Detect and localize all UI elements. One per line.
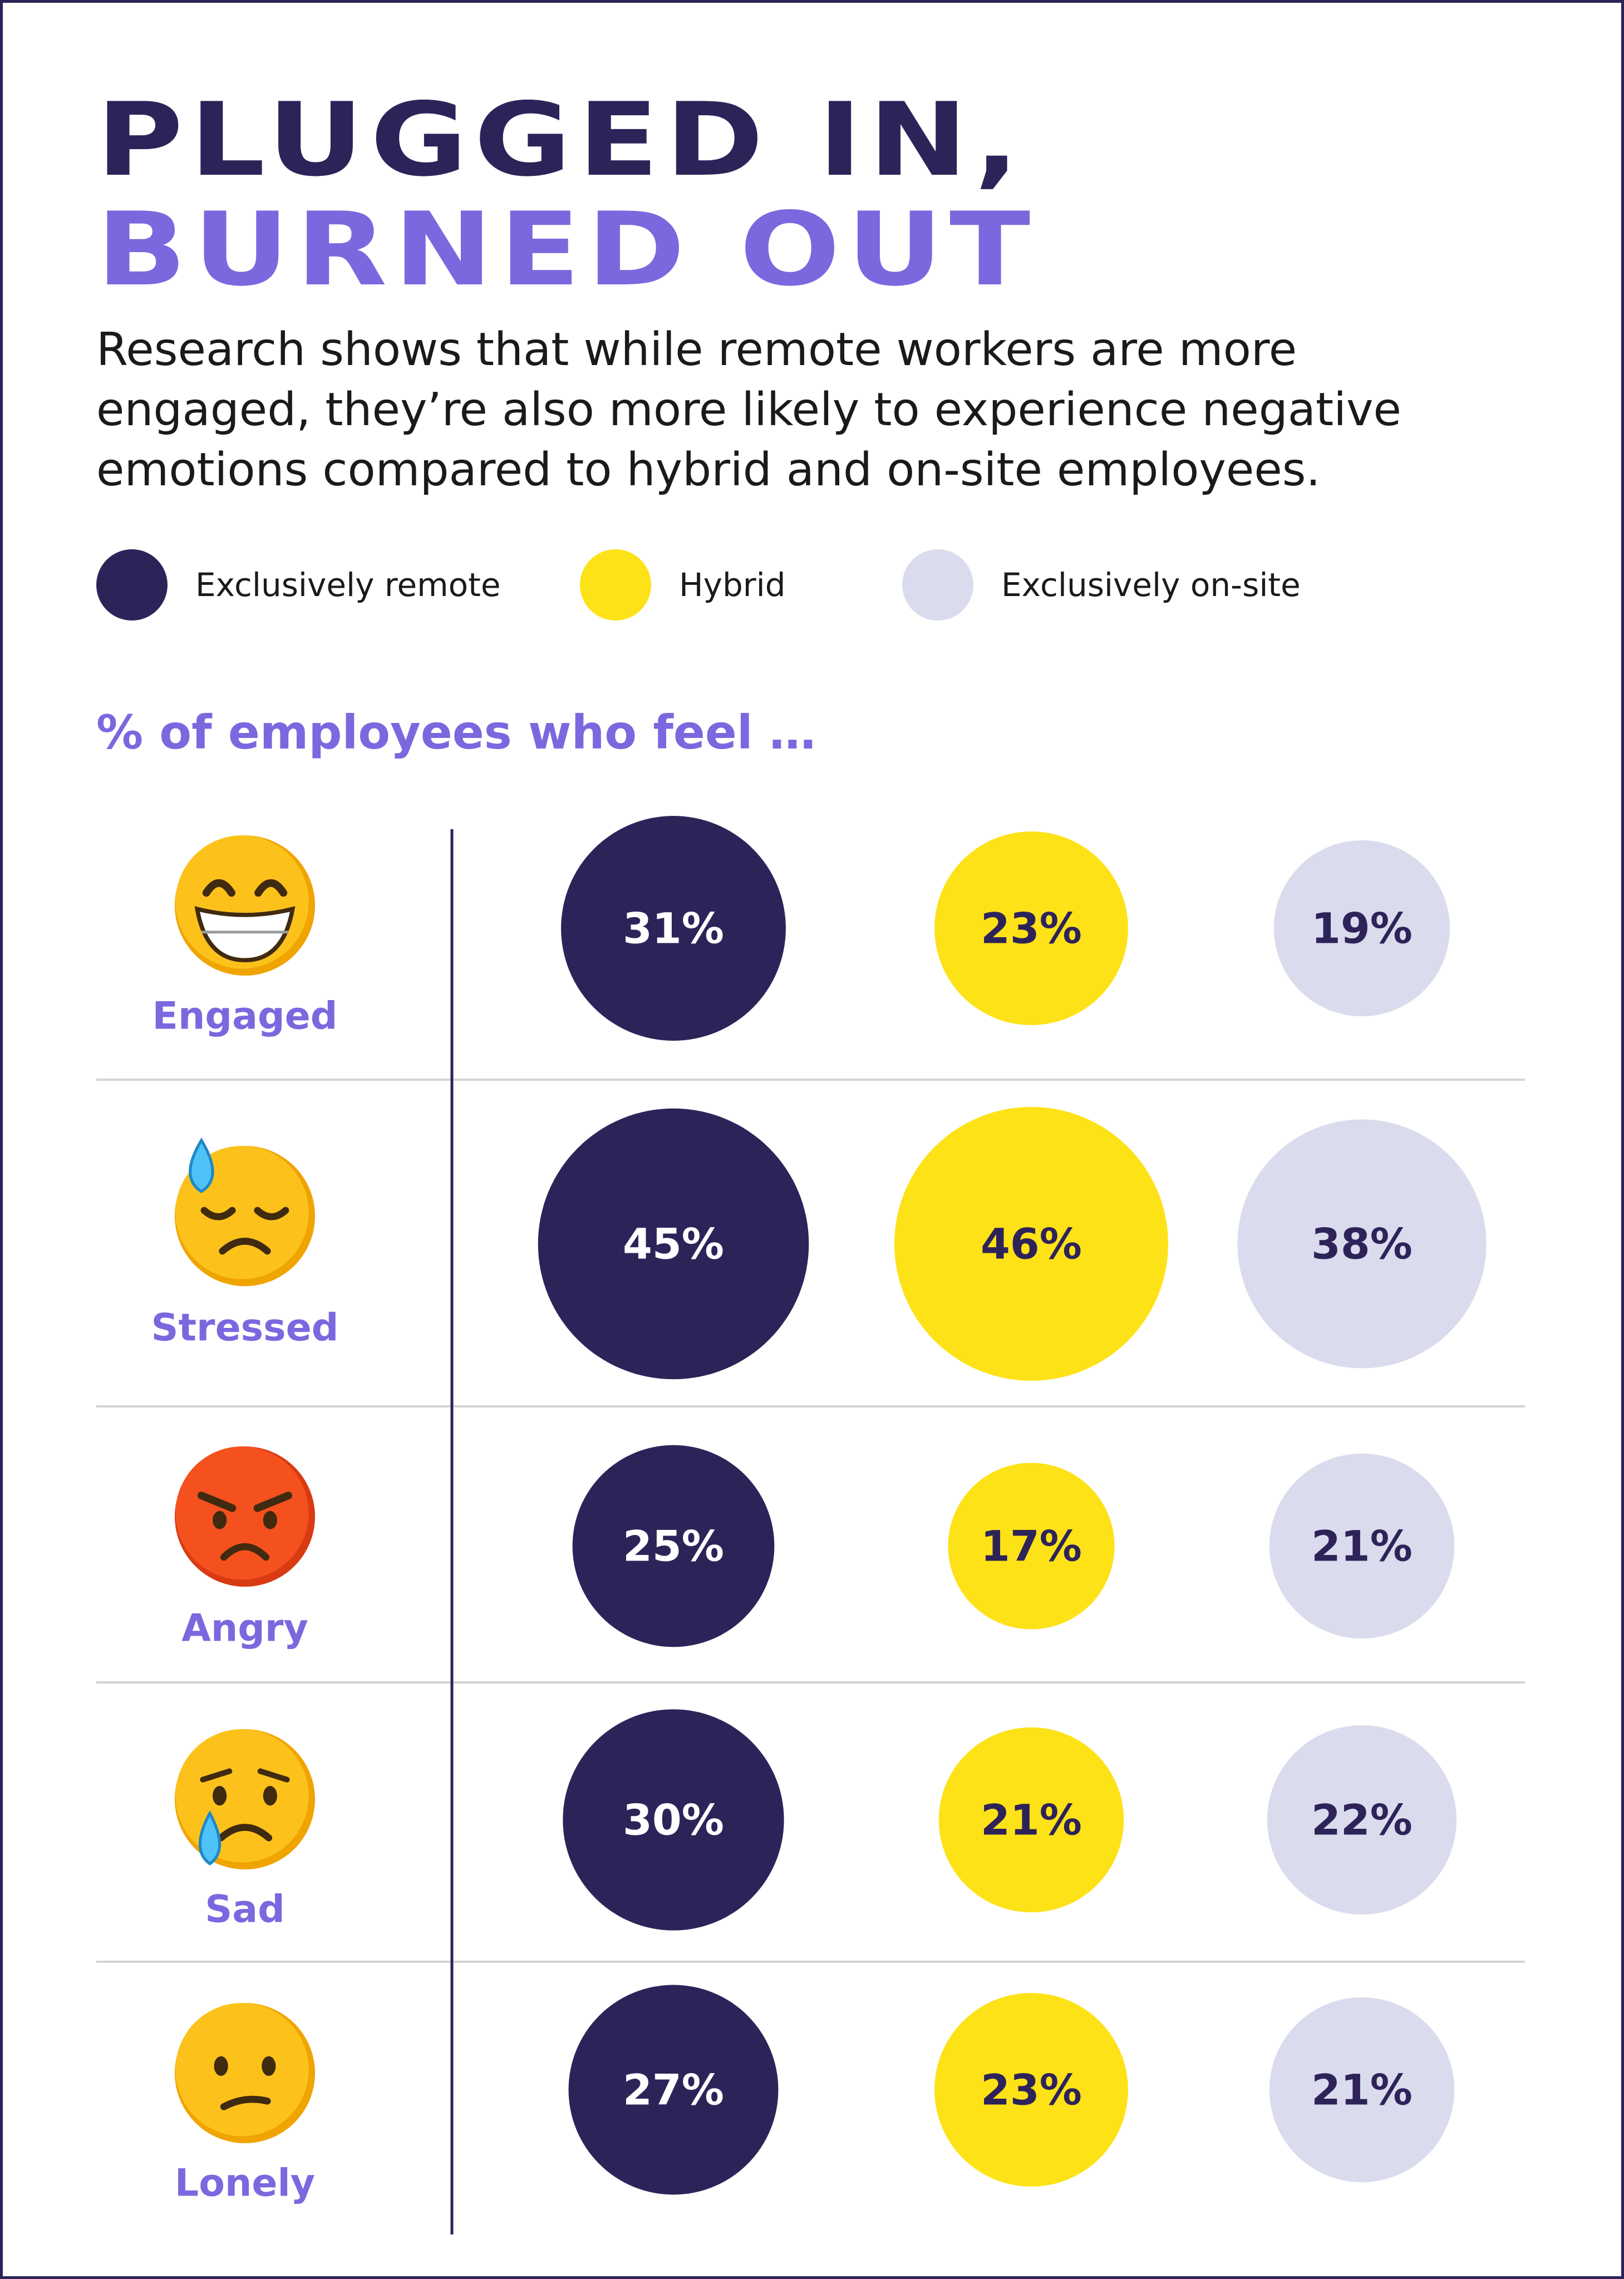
bubble-value-label: 30% — [623, 1795, 724, 1845]
emoji-eye — [214, 2056, 228, 2076]
bubble-value-label: 27% — [623, 2065, 724, 2115]
bubble — [1237, 1119, 1487, 1369]
emoji-brow — [200, 1768, 233, 1783]
bubble-value-label: 45% — [623, 1219, 724, 1269]
angry-face-icon — [175, 1446, 315, 1587]
bubble-value-label: 25% — [623, 1522, 724, 1571]
legend-item-remote: Exclusively remote — [96, 549, 501, 621]
bubble — [572, 1445, 775, 1647]
bubble-chart: Engaged 31% 23% 19% Stressed 45% 46% 38% Angry 25… — [96, 816, 1525, 2234]
emoji-eye — [254, 879, 288, 897]
bubble-value-label: 19% — [1311, 904, 1413, 953]
emoji-eye — [213, 1510, 227, 1529]
emoji-mouth — [220, 1543, 270, 1561]
bubble — [938, 1727, 1124, 1913]
legend-swatch-hybrid — [580, 549, 651, 621]
bubble-value-label: 21% — [1311, 2065, 1413, 2115]
emoji-tear-drop — [198, 1810, 222, 1866]
crying-face-icon — [175, 1729, 315, 1869]
emoji-brow — [197, 1492, 237, 1512]
bubble-value-label: 23% — [981, 904, 1082, 953]
legend-item-hybrid: Hybrid — [580, 549, 786, 621]
category-label: Sad — [205, 1888, 285, 1932]
subtitle: Research shows that while remote workers… — [96, 323, 1401, 496]
bubble-value-label: 22% — [1311, 1795, 1413, 1845]
bubble — [1269, 1997, 1455, 2183]
bubble — [894, 1107, 1168, 1381]
emoji-eye — [254, 1207, 289, 1220]
legend-swatch-remote — [96, 549, 168, 621]
emoji-eye — [200, 1207, 236, 1220]
bubble — [1273, 840, 1450, 1017]
category-label: Lonely — [175, 2162, 315, 2206]
bubble-value-label: 21% — [981, 1795, 1082, 1845]
bubble-value-label: 31% — [623, 904, 724, 953]
bubble — [563, 1709, 784, 1931]
title-line-1: PLUGGED IN, — [96, 81, 1026, 199]
downcast-sweat-face-icon — [175, 1138, 315, 1286]
emoji-face — [175, 1729, 309, 1863]
emoji-face — [175, 2003, 309, 2137]
bubble — [1267, 1725, 1457, 1915]
emoji-eye — [213, 1786, 227, 1806]
bubble-value-label: 17% — [981, 1522, 1082, 1571]
bubble — [934, 831, 1128, 1025]
emoji-eye — [263, 1510, 277, 1529]
section-label: % of employees who feel … — [96, 705, 816, 760]
emoji-mouth — [220, 2095, 271, 2110]
category-label: Angry — [181, 1607, 308, 1651]
bubble-value-label: 21% — [1311, 1522, 1413, 1571]
category-label: Engaged — [152, 995, 338, 1038]
bubble — [1269, 1453, 1455, 1639]
legend-label-remote: Exclusively remote — [195, 566, 501, 604]
emoji-face — [175, 1446, 309, 1580]
emoji-sweat-drop — [189, 1138, 214, 1193]
emoji-eye — [202, 879, 235, 897]
emoji-mouth — [219, 1238, 271, 1255]
emoji-eye — [263, 1786, 277, 1806]
bubble — [538, 1108, 809, 1380]
emoji-grin — [194, 906, 296, 963]
bubble-value-label: 46% — [981, 1219, 1082, 1269]
category-label: Stressed — [151, 1306, 339, 1350]
emoji-eye — [262, 2056, 276, 2076]
emoji-brow — [253, 1492, 293, 1512]
bubble — [561, 816, 786, 1041]
legend-swatch-onsite — [902, 549, 973, 621]
title-line-2: BURNED OUT — [96, 190, 1037, 308]
legend-item-onsite: Exclusively on-site — [902, 549, 1301, 621]
bubble — [948, 1463, 1115, 1630]
confused-face-icon — [175, 2003, 315, 2143]
emoji-mouth — [217, 1824, 273, 1842]
bubble-value-label: 38% — [1311, 1219, 1413, 1269]
legend-label-onsite: Exclusively on-site — [1001, 566, 1301, 604]
grinning-face-icon — [175, 835, 315, 976]
bubble — [934, 1993, 1128, 2187]
legend-label-hybrid: Hybrid — [679, 566, 786, 604]
bubble-value-label: 23% — [981, 2065, 1082, 2115]
emoji-brow — [257, 1768, 290, 1783]
bubble — [568, 1985, 779, 2195]
